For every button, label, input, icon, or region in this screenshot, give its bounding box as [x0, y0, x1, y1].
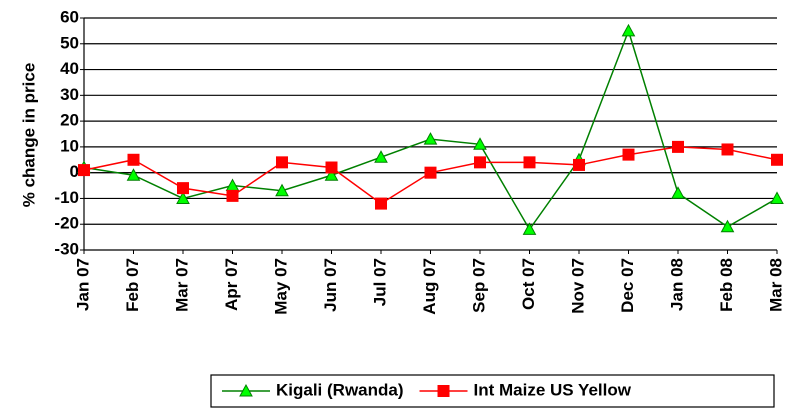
marker — [573, 158, 585, 171]
series-line — [83, 28, 778, 231]
y-tick-label: 30 — [60, 85, 79, 104]
marker — [423, 132, 438, 145]
marker — [226, 189, 239, 202]
x-tick-label: Aug 07 — [420, 258, 439, 315]
legend-label: Int Maize US Yellow — [474, 380, 632, 399]
marker — [621, 23, 636, 37]
marker — [474, 156, 486, 169]
marker — [325, 161, 338, 174]
y-tick-label: 0 — [70, 162, 79, 181]
marker — [424, 166, 437, 179]
x-tick-label: Oct 07 — [519, 258, 538, 310]
marker — [671, 186, 685, 199]
marker — [176, 191, 190, 204]
marker — [523, 156, 536, 169]
y-tick-label: -20 — [54, 214, 79, 233]
x-tick-label: Jul 07 — [370, 258, 389, 306]
marker — [275, 183, 289, 197]
marker — [771, 153, 783, 166]
marker — [720, 219, 735, 233]
y-tick-label: 20 — [60, 111, 79, 130]
marker — [225, 178, 240, 192]
marker — [473, 137, 487, 150]
x-tick-label: Jun 07 — [321, 258, 340, 312]
x-tick-label: Sep 07 — [469, 258, 488, 313]
marker — [770, 191, 784, 204]
y-tick-label: 50 — [60, 33, 79, 52]
marker — [622, 148, 635, 161]
marker — [239, 383, 253, 397]
x-tick-label: Feb 07 — [123, 258, 142, 312]
marker — [522, 222, 537, 235]
marker — [78, 164, 90, 177]
y-tick-label: -30 — [54, 239, 79, 258]
x-tick-label: Mar 08 — [766, 258, 785, 312]
marker — [437, 385, 450, 397]
y-tick-label: 60 — [60, 7, 79, 26]
marker — [672, 140, 684, 153]
x-tick-label: Jan 08 — [667, 258, 686, 311]
marker — [127, 153, 140, 166]
marker — [276, 156, 288, 169]
marker — [721, 143, 734, 156]
y-tick-label: 40 — [60, 59, 79, 78]
marker — [375, 197, 387, 210]
legend-box — [210, 374, 775, 408]
x-tick-label: Jan 07 — [73, 258, 92, 311]
marker — [126, 168, 141, 181]
x-tick-label: Nov 07 — [568, 258, 587, 314]
y-tick-label: 10 — [60, 136, 79, 155]
x-tick-label: Dec 07 — [618, 258, 637, 313]
marker — [177, 182, 189, 195]
x-tick-label: Mar 07 — [172, 258, 191, 312]
x-tick-label: Feb 08 — [717, 258, 736, 312]
y-axis-label: % change in price — [19, 63, 38, 208]
x-tick-label: May 07 — [271, 258, 290, 315]
marker — [374, 150, 388, 163]
y-tick-label: -10 — [54, 188, 79, 207]
marker — [324, 168, 339, 181]
legend-label: Kigali (Rwanda) — [276, 380, 404, 399]
legend: Kigali (Rwanda) Int Maize US Yellow — [210, 374, 775, 408]
x-tick-label: Apr 07 — [222, 258, 241, 311]
